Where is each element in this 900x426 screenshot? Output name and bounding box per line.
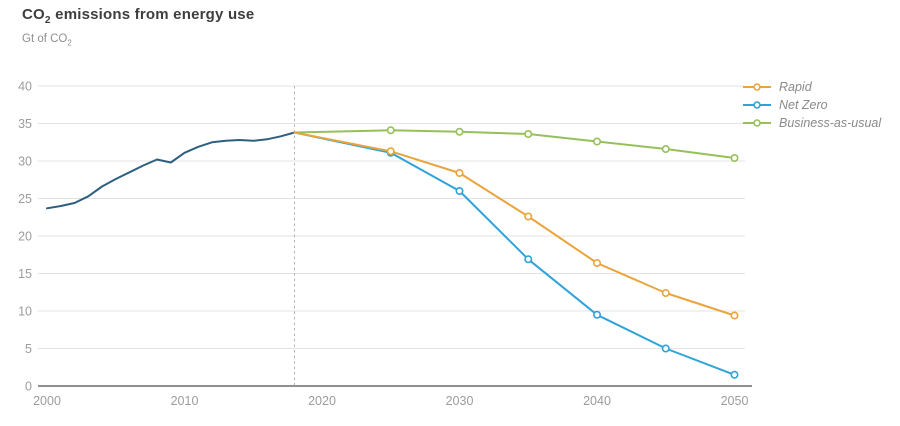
legend-label-net-zero: Net Zero (779, 98, 828, 112)
series-line-net-zero (293, 131, 736, 376)
marker-business-as-usual-2025 (386, 126, 395, 135)
legend-item-business-as-usual: Business-as-usual (742, 114, 881, 132)
y-tick-label-15: 15 (18, 267, 32, 281)
marker-business-as-usual-2045 (661, 145, 670, 154)
x-tick-label-2040: 2040 (583, 394, 611, 408)
series-line-business-as-usual (293, 129, 736, 159)
marker-net-zero-2045 (661, 344, 670, 353)
marker-business-as-usual-2040 (592, 137, 601, 146)
marker-rapid-2050 (730, 311, 739, 320)
x-tick-label-2000: 2000 (33, 394, 61, 408)
marker-business-as-usual-2035 (524, 130, 533, 139)
y-tick-label-20: 20 (18, 230, 32, 244)
chart-title: CO2 emissions from energy use (22, 6, 254, 26)
marker-rapid-2045 (661, 288, 670, 297)
y-tick-label-10: 10 (18, 305, 32, 319)
marker-business-as-usual-2030 (455, 127, 464, 136)
chart-title-pre: CO (22, 6, 45, 23)
legend-item-net-zero: Net Zero (742, 96, 881, 114)
legend-swatch-business-as-usual-icon (743, 119, 771, 127)
marker-net-zero-2040 (592, 310, 601, 319)
marker-rapid-2035 (524, 212, 533, 221)
x-tick-label-2020: 2020 (308, 394, 336, 408)
marker-rapid-2025 (386, 147, 395, 156)
legend-item-rapid: Rapid (742, 78, 881, 96)
y-tick-label-5: 5 (25, 342, 32, 356)
marker-net-zero-2035 (524, 255, 533, 264)
marker-net-zero-2050 (730, 370, 739, 379)
y-tick-label-0: 0 (25, 380, 32, 394)
legend: Rapid Net Zero Business-as-usual (742, 78, 881, 132)
marker-rapid-2040 (592, 258, 601, 267)
y-tick-label-35: 35 (18, 117, 32, 131)
y-axis-unit-pre: Gt of CO (22, 33, 68, 45)
legend-label-rapid: Rapid (779, 80, 812, 94)
series-line-rapid (293, 131, 736, 317)
marker-rapid-2030 (455, 169, 464, 178)
marker-business-as-usual-2050 (730, 154, 739, 163)
y-axis-unit-subscript: 2 (67, 38, 72, 48)
chart-title-rest: emissions from energy use (50, 6, 255, 23)
legend-swatch-rapid-icon (743, 83, 771, 91)
marker-net-zero-2030 (455, 187, 464, 196)
y-tick-label-40: 40 (18, 80, 32, 94)
y-tick-label-25: 25 (18, 192, 32, 206)
y-tick-label-30: 30 (18, 155, 32, 169)
chart-title-subscript: 2 (44, 15, 51, 26)
y-axis-unit-label: Gt of CO2 (22, 33, 72, 47)
legend-label-business-as-usual: Business-as-usual (779, 116, 882, 130)
x-tick-label-2030: 2030 (446, 394, 474, 408)
series-line-historical (46, 131, 296, 210)
x-tick-label-2050: 2050 (721, 394, 749, 408)
legend-swatch-net-zero-icon (743, 101, 771, 109)
x-tick-label-2010: 2010 (171, 394, 199, 408)
